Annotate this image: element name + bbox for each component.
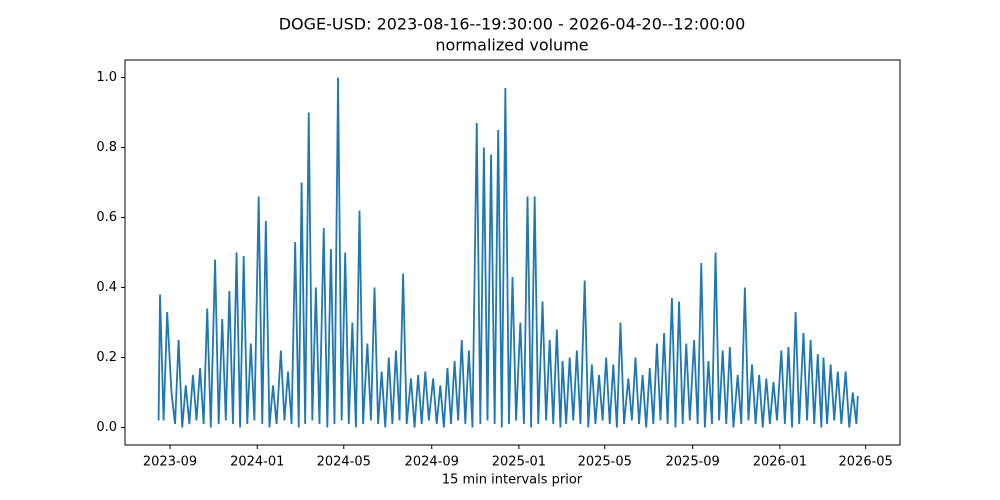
x-tick-label: 2023-09	[143, 455, 197, 470]
x-tick-label: 2026-01	[753, 455, 807, 470]
x-tick-label: 2025-01	[492, 455, 546, 470]
plot-frame	[124, 59, 901, 446]
chart-title: DOGE-USD: 2023-08-16--19:30:00 - 2026-04…	[279, 15, 746, 34]
x-tick-label: 2024-05	[317, 455, 371, 470]
x-tick-label: 2024-09	[405, 455, 459, 470]
y-tick-label: 0.8	[96, 140, 117, 155]
chart-subtitle: normalized volume	[435, 36, 588, 55]
x-axis-label: 15 min intervals prior	[442, 473, 583, 488]
y-tick-label: 1.0	[96, 70, 117, 85]
line	[157, 77, 859, 428]
x-tick-label: 2024-01	[230, 455, 284, 470]
y-tick-label: 0.2	[96, 350, 117, 365]
x-tick-label: 2026-05	[839, 455, 893, 470]
y-tick-label: 0.0	[96, 420, 117, 435]
x-tick-label: 2025-05	[578, 455, 632, 470]
x-tick-label: 2025-09	[666, 455, 720, 470]
y-tick-label: 0.4	[96, 280, 117, 295]
y-tick-label: 0.6	[96, 210, 117, 225]
